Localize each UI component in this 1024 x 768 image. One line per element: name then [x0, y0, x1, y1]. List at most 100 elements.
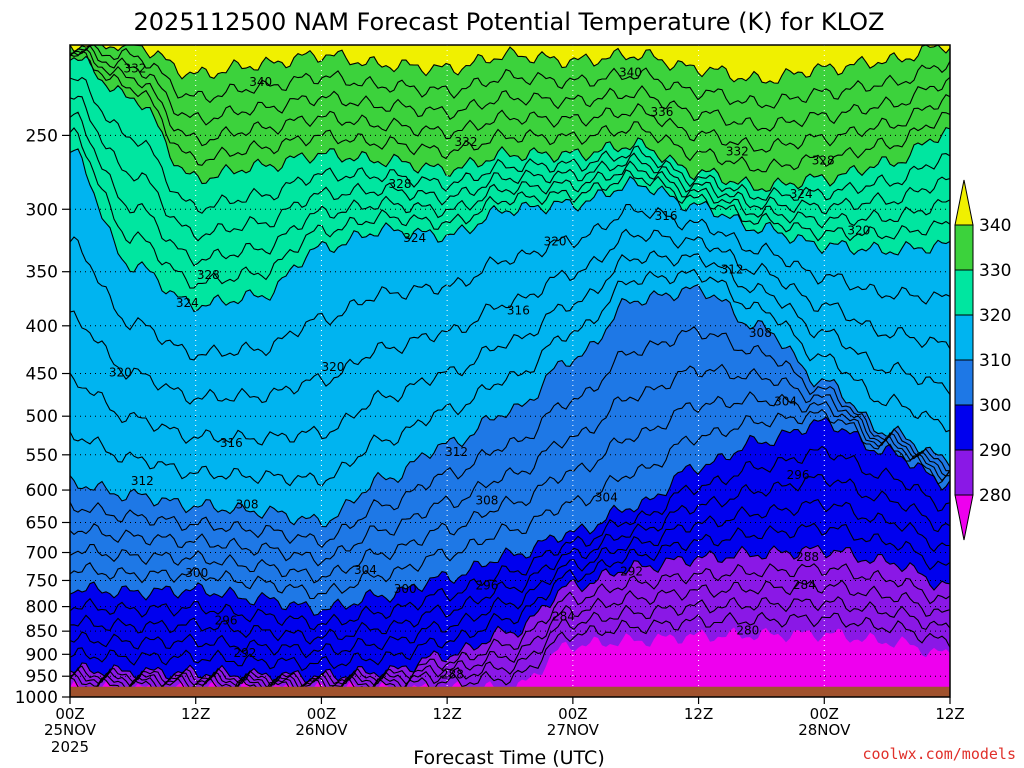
x-tick-label-36: 12Z — [432, 705, 461, 723]
isentrope-line-316 — [70, 228, 950, 405]
contour-label-308: 308 — [749, 326, 772, 340]
colorbar-label-310: 310 — [979, 351, 1011, 371]
contour-label-312: 312 — [131, 474, 154, 488]
isentrope-line-298 — [70, 445, 950, 631]
contour-label-320: 320 — [847, 223, 870, 237]
contour-label-336: 336 — [650, 105, 673, 119]
contour-label-292: 292 — [233, 646, 256, 660]
contour-label-304: 304 — [774, 394, 797, 408]
y-tick-label-550: 550 — [26, 446, 58, 466]
contour-label-308: 308 — [475, 494, 498, 508]
isentrope-line-338 — [70, 45, 950, 109]
plot-frame — [69, 44, 951, 698]
colorbar-box-3 — [954, 359, 974, 406]
x-date-label-72: 28NOV — [798, 721, 851, 739]
x-date-label-48: 27NOV — [547, 721, 600, 739]
colorbar-label-290: 290 — [979, 441, 1011, 461]
isentrope-line-334 — [70, 47, 950, 153]
y-tick-label-500: 500 — [26, 407, 58, 427]
colorbar-label-340: 340 — [979, 216, 1011, 236]
colorbar-label-300: 300 — [979, 396, 1011, 416]
contour-label-304: 304 — [595, 490, 618, 504]
contour-label-300: 300 — [185, 566, 208, 580]
isentrope-line-332 — [70, 50, 950, 173]
credit-text[interactable]: coolwx.com/models — [862, 745, 1016, 763]
contour-label-340: 340 — [619, 65, 642, 79]
y-tick-label-300: 300 — [26, 200, 58, 220]
plot-area: 332 340 340 336 332 332 328 328 324 324 320 320 316 3… — [70, 45, 950, 697]
colorbar-label-330: 330 — [979, 261, 1011, 281]
y-tick-label-950: 950 — [26, 667, 58, 687]
x-tick-label-84: 12Z — [935, 705, 964, 723]
isentrope-line-306 — [70, 363, 950, 567]
colorbar-arrow-top — [954, 179, 974, 226]
y-tick-label-350: 350 — [26, 263, 58, 283]
y-tick-label-700: 700 — [26, 544, 58, 564]
contour-label-284: 284 — [552, 610, 575, 624]
y-tick-label-850: 850 — [26, 622, 58, 642]
contour-label-324: 324 — [790, 187, 813, 201]
isentrope-line-320 — [70, 148, 950, 313]
contour-label-300: 300 — [394, 582, 417, 596]
isentrope-line-312 — [70, 268, 950, 487]
colorbar-box-1 — [954, 269, 974, 316]
y-tick-label-1000: 1000 — [15, 688, 58, 708]
isentrope-line-286 — [70, 579, 950, 689]
y-tick-label-600: 600 — [26, 481, 58, 501]
isentrope-line-292 — [70, 522, 950, 672]
isentrope-line-304 — [70, 391, 950, 584]
x-year-label: 2025 — [51, 738, 89, 756]
contour-label-320: 320 — [321, 360, 344, 374]
colorbar-box-0 — [954, 224, 974, 271]
isentrope-line-336 — [70, 45, 950, 132]
contour-label-328: 328 — [389, 177, 412, 191]
colorbar-arrow-bottom — [954, 494, 974, 541]
contour-label-320: 320 — [109, 366, 132, 380]
x-tick-label-24: 00Z — [307, 705, 336, 723]
x-tick-label-72: 00Z — [810, 705, 839, 723]
isentrope-line-300 — [70, 416, 950, 616]
contour-label-296: 296 — [215, 614, 238, 628]
colorbar-label-280: 280 — [979, 486, 1011, 506]
isentrope-line-318 — [70, 203, 950, 361]
contour-label-280: 280 — [736, 624, 759, 638]
contour-label-304: 304 — [354, 563, 377, 577]
contour-label-312: 312 — [721, 262, 744, 276]
contour-label-340: 340 — [249, 75, 272, 89]
x-tick-label-48: 00Z — [558, 705, 587, 723]
y-tick-label-750: 750 — [26, 571, 58, 591]
y-tick-label-400: 400 — [26, 317, 58, 337]
contour-label-292: 292 — [620, 565, 643, 579]
isentrope-line-290 — [70, 544, 950, 685]
contour-label-284: 284 — [793, 578, 816, 592]
isentrope-line-284 — [70, 596, 950, 693]
contour-label-332: 332 — [455, 135, 478, 149]
contour-label-332: 332 — [123, 62, 146, 76]
contour-label-288: 288 — [796, 550, 819, 564]
isentrope-line-340 — [70, 45, 950, 84]
contour-label-324: 324 — [176, 296, 199, 310]
isentrope-line-296 — [70, 473, 950, 645]
isentrope-line-328 — [70, 76, 950, 214]
contour-label-296: 296 — [475, 578, 498, 592]
isentrope-line-324 — [70, 111, 950, 267]
y-tick-label-800: 800 — [26, 598, 58, 618]
chart-title: 2025112500 NAM Forecast Potential Temper… — [134, 8, 885, 36]
x-axis-label: Forecast Time (UTC) — [413, 747, 604, 768]
contour-labels: 332 340 340 336 332 332 328 328 324 324 320 320 316 3… — [109, 62, 870, 682]
colorbar-box-5 — [954, 449, 974, 496]
colorbar: 340 330 320 310 300 290 280 — [954, 179, 1011, 541]
x-date-label-24: 26NOV — [295, 721, 348, 739]
dotted-grid — [70, 45, 950, 697]
colorbar-label-320: 320 — [979, 306, 1011, 326]
isentrope-line-308 — [70, 326, 950, 548]
isentrope-line-322 — [70, 127, 950, 289]
isentrope-line-326 — [70, 95, 950, 242]
isentrope-line-310 — [70, 284, 950, 528]
contour-label-324: 324 — [403, 231, 426, 245]
contour-label-296: 296 — [787, 468, 810, 482]
band-below-280 — [70, 627, 950, 697]
contour-label-316: 316 — [655, 209, 678, 223]
